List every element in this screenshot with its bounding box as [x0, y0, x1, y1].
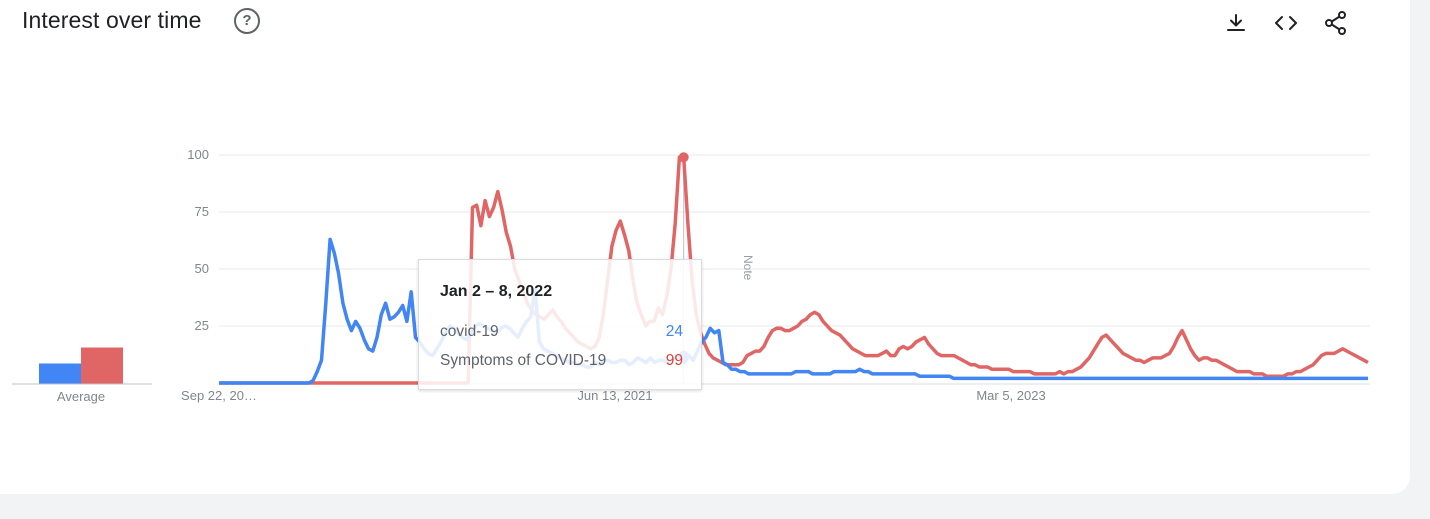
download-icon[interactable] [1220, 8, 1252, 38]
y-tick-label: 100 [187, 147, 209, 162]
tooltip-series-name: Symptoms of COVID-19 [440, 352, 607, 369]
embed-code-icon[interactable] [1270, 8, 1302, 38]
series-line-covid-19 [219, 237, 1368, 385]
average-label: Average [57, 389, 105, 404]
tooltip-series-value: 24 [665, 323, 683, 340]
card-actions [1220, 8, 1352, 38]
help-circle-icon[interactable]: ? [234, 8, 260, 34]
average-chart: Average [12, 347, 152, 404]
y-tick-label: 50 [195, 261, 209, 276]
interest-over-time-card: Interest over time ? Average [0, 0, 1410, 494]
share-icon[interactable] [1320, 8, 1352, 38]
average-bar-symptoms [81, 347, 123, 384]
y-tick-label: 75 [195, 204, 209, 219]
average-bar-covid-19 [39, 363, 81, 384]
tooltip-row-covid-19: covid-19 24 [440, 323, 683, 341]
series-line-symptoms [219, 155, 1369, 385]
x-tick-label: Sep 22, 20… [181, 388, 257, 403]
note-label: Note [741, 255, 755, 281]
x-tick-label: Jun 13, 2021 [577, 388, 652, 403]
y-tick-label: 25 [195, 318, 209, 333]
tooltip-series-name: covid-19 [440, 323, 499, 340]
card-title: Interest over time [22, 7, 202, 33]
highlight-point-symptoms [678, 152, 689, 163]
tooltip-date: Jan 2 – 8, 2022 [440, 283, 553, 300]
line-chart[interactable]: 100 75 50 25 Sep 22, 20… Jun 13, 2021 Mar 5, … [0, 0, 1410, 420]
tooltip-row-symptoms: Symptoms of COVID-19 99 [440, 352, 683, 370]
chart-tooltip: Jan 2 – 8, 2022 covid-19 24 Symptoms of … [418, 259, 702, 390]
x-tick-label: Mar 5, 2023 [976, 388, 1045, 403]
tooltip-series-value: 99 [665, 352, 683, 369]
